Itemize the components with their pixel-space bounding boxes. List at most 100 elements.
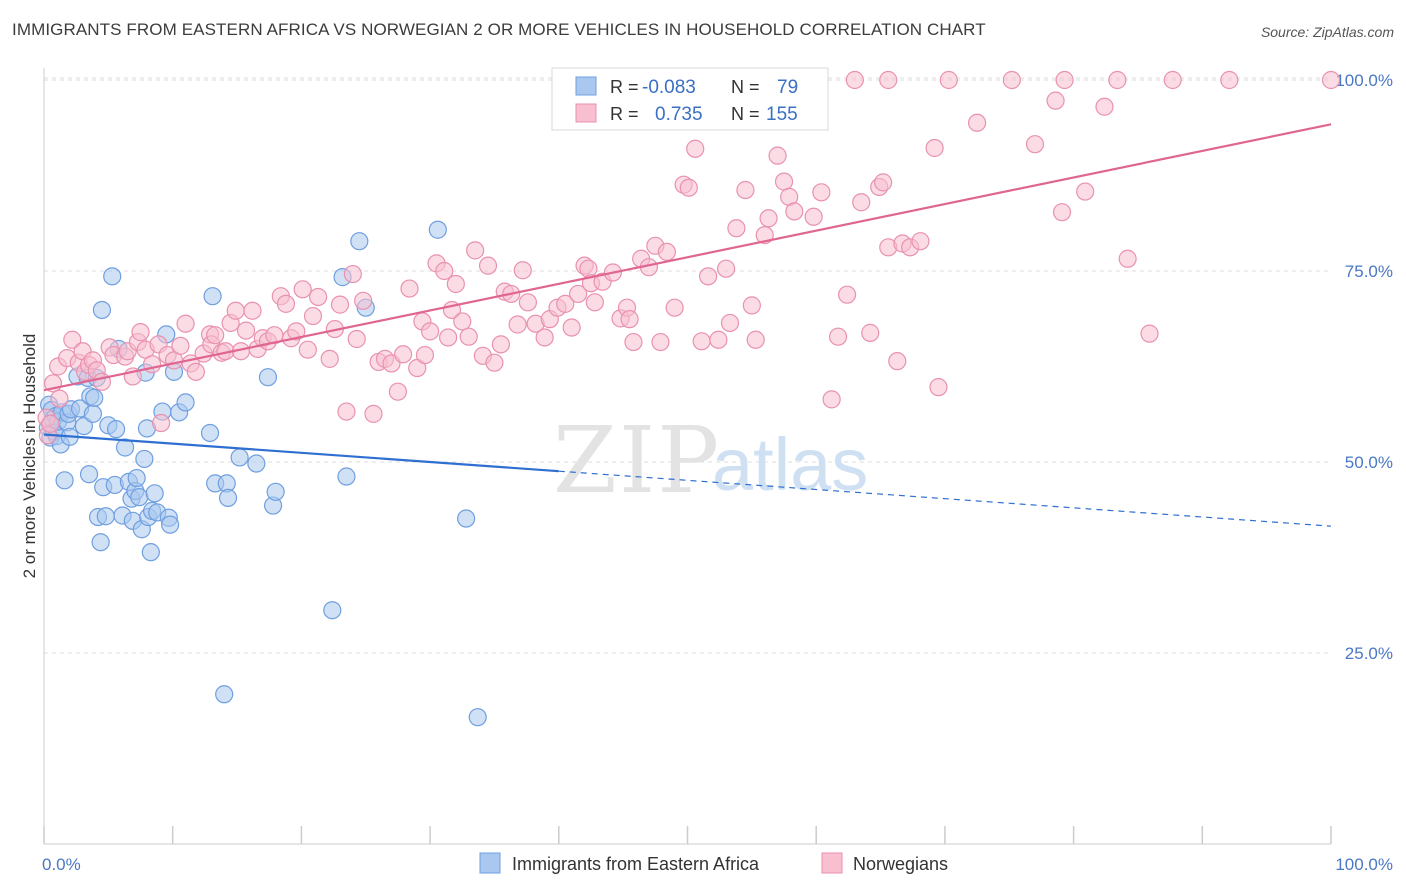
y-tick-label: 75.0%: [1345, 262, 1393, 281]
eastern-africa-point: [215, 685, 234, 704]
norwegian-point: [459, 327, 478, 346]
norwegian-point: [569, 284, 588, 304]
y-tick-label: 100.0%: [1335, 71, 1393, 90]
norwegian-point: [585, 293, 604, 312]
norwegian-point: [535, 328, 554, 347]
norwegian-point: [518, 293, 538, 312]
norwegian-point: [967, 113, 987, 132]
norwegian-point: [206, 326, 225, 345]
eastern-africa-point: [428, 220, 447, 239]
eastern-africa-point: [85, 388, 104, 407]
bottom-legend-label-pink: Norwegians: [853, 854, 948, 874]
norwegian-point: [92, 372, 112, 391]
norwegian-point: [785, 202, 804, 221]
legend-n-label-pink: N =: [731, 104, 760, 124]
legend-r-label-blue: R =: [610, 77, 639, 97]
norwegian-point: [186, 362, 205, 381]
norwegian-point: [243, 301, 262, 320]
legend-n-value-pink: 155: [766, 104, 798, 125]
norwegian-point: [812, 183, 831, 202]
bottom-legend-label-blue: Immigrants from Eastern Africa: [512, 854, 760, 874]
norwegian-point: [1220, 70, 1239, 90]
norwegian-point: [41, 414, 60, 433]
eastern-africa-point: [115, 438, 135, 457]
points-layer: [37, 70, 1341, 727]
eastern-africa-point: [203, 287, 222, 306]
norwegian-point: [485, 353, 504, 372]
norwegian-point: [698, 267, 718, 286]
eastern-africa-point: [258, 368, 278, 387]
legend-swatch-pink: [575, 103, 597, 123]
axes-layer: 25.0% 50.0% 75.0% 100.0% 0.0% 100.0%: [42, 68, 1393, 874]
norwegian-point: [1095, 97, 1114, 116]
norwegian-point: [742, 296, 761, 315]
eastern-africa-point: [145, 484, 164, 503]
eastern-africa-point: [106, 420, 126, 439]
norwegian-point: [446, 274, 465, 294]
norwegian-point: [400, 279, 419, 298]
norwegian-point: [1052, 203, 1072, 222]
eastern-africa-point: [135, 449, 154, 469]
norwegian-point: [435, 261, 454, 281]
norwegian-point: [911, 232, 930, 251]
legend-box: [551, 67, 829, 131]
norwegian-point: [562, 318, 581, 337]
legend-r-value-blue: -0.083: [642, 77, 696, 98]
norwegian-point: [1108, 70, 1127, 90]
norwegian-point: [768, 146, 787, 165]
norwegian-point: [624, 332, 643, 352]
norwegian-point: [888, 352, 907, 371]
norwegian-point: [513, 261, 532, 280]
eastern-africa-point: [323, 601, 342, 620]
eastern-africa-point: [230, 448, 249, 467]
norwegian-point: [657, 242, 677, 261]
norwegian-point: [50, 389, 69, 408]
norwegian-point: [508, 315, 527, 334]
chart-title: IMMIGRANTS FROM EASTERN AFRICA VS NORWEG…: [12, 20, 986, 39]
y-axis-title: 2 or more Vehicles in Household: [20, 334, 39, 579]
legend-n-value-blue: 79: [777, 77, 798, 98]
norwegian-point: [347, 329, 366, 349]
norwegian-point: [1025, 135, 1045, 154]
norwegian-point: [421, 322, 440, 341]
norwegian-point: [556, 294, 575, 313]
eastern-africa-point: [468, 708, 487, 727]
bottom-legend-swatch-blue: [479, 852, 501, 874]
norwegian-point: [236, 321, 256, 340]
norwegian-point: [453, 312, 472, 331]
norwegian-point: [845, 70, 864, 90]
legend-bottom: Immigrants from Eastern Africa Norwegian…: [479, 852, 948, 874]
eastern-africa-point: [218, 488, 238, 508]
eastern-africa-point: [161, 515, 180, 534]
eastern-africa-point: [55, 471, 74, 490]
x-tick-label-max: 100.0%: [1335, 855, 1393, 874]
watermark-atlas: atlas: [712, 423, 868, 506]
norwegian-point: [171, 336, 190, 355]
norwegian-point: [686, 139, 705, 158]
norwegian-point: [466, 241, 485, 260]
norwegian-point: [226, 301, 245, 320]
legend-r-label-pink: R =: [610, 104, 639, 124]
norwegian-point: [804, 207, 823, 226]
norwegian-point: [1163, 70, 1182, 90]
norwegian-trendline: [43, 123, 1332, 392]
norwegian-point: [131, 323, 150, 342]
legend-n-label-blue: N =: [731, 77, 760, 97]
norwegian-point: [478, 256, 498, 275]
eastern-africa-point: [83, 404, 103, 423]
eastern-africa-point: [457, 509, 476, 528]
norwegian-point: [330, 295, 350, 314]
norwegian-point: [293, 280, 312, 299]
norwegian-point: [720, 313, 740, 333]
norwegian-point: [337, 402, 356, 421]
eastern-africa-point: [79, 465, 99, 484]
eastern-africa-point: [91, 533, 110, 552]
chart-source: Source: ZipAtlas.com: [1260, 24, 1394, 40]
norwegian-point: [1321, 70, 1341, 90]
norwegian-point: [746, 330, 765, 349]
norwegian-point: [879, 70, 898, 90]
norwegian-point: [939, 70, 958, 90]
norwegian-point: [665, 298, 684, 317]
norwegian-point: [861, 323, 880, 342]
